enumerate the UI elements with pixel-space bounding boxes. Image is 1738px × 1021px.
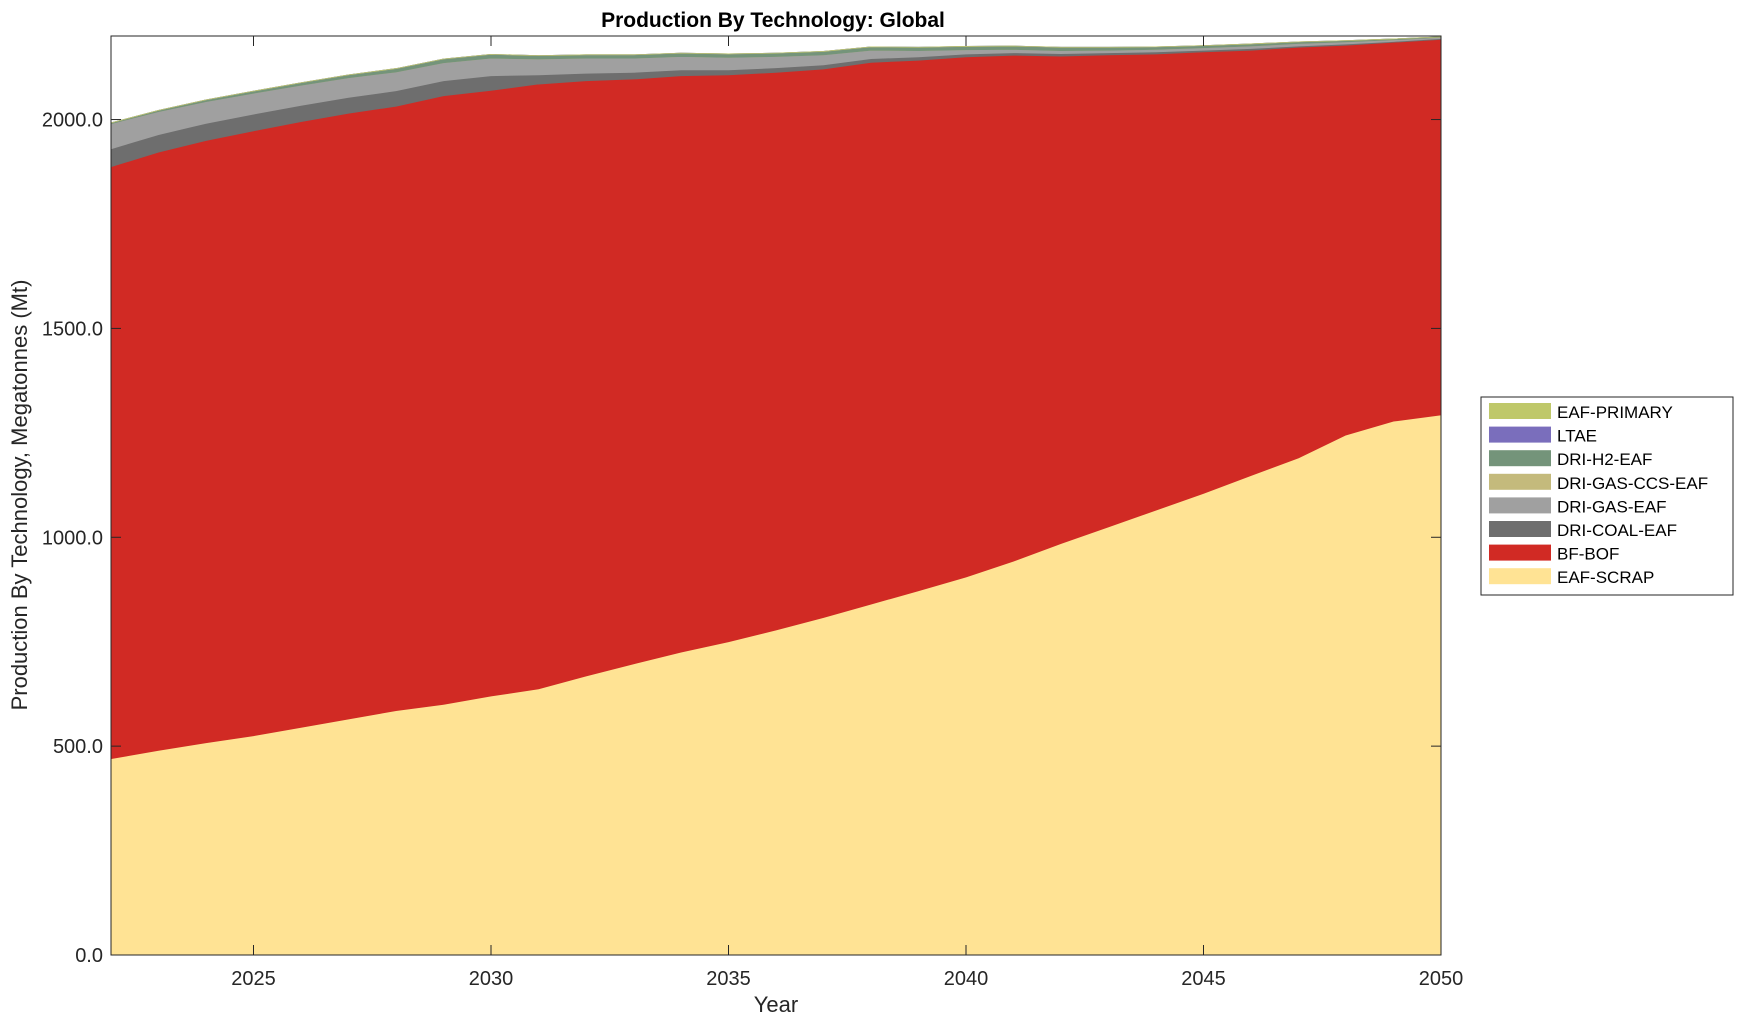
x-axis-title: Year [754,992,798,1017]
legend-swatch-dri-h2-eaf [1489,450,1551,467]
y-tick-label: 1500.0 [42,318,103,340]
legend-label-ltae: LTAE [1557,427,1597,446]
x-tick-label: 2025 [231,968,276,990]
areas-layer [110,36,1442,956]
legend-swatch-dri-gas-ccs-eaf [1489,473,1551,490]
x-tick-label: 2030 [469,968,514,990]
legend-swatch-ltae [1489,426,1551,443]
legend-label-bf-bof: BF-BOF [1557,545,1619,564]
legend-swatch-eaf-scrap [1489,568,1551,585]
legend-label-dri-gas-ccs-eaf: DRI-GAS-CCS-EAF [1557,474,1708,493]
legend-label-eaf-scrap: EAF-SCRAP [1557,568,1654,587]
chart-title: Production By Technology: Global [601,9,945,32]
legend-swatch-bf-bof [1489,544,1551,561]
x-tick-label: 2045 [1181,968,1226,990]
legend: EAF-PRIMARY LTAE DRI-H2-EAF DRI-GAS-CCS-EAF… [1480,396,1734,596]
x-tick-label: 2035 [706,968,751,990]
y-tick-label: 500.0 [53,736,103,758]
x-tick-label: 2040 [944,968,989,990]
plot-frame [110,35,1442,956]
legend-swatch-dri-coal-eaf [1489,521,1551,537]
y-tick-label: 0.0 [75,945,103,967]
legend-items: EAF-PRIMARY LTAE DRI-H2-EAF DRI-GAS-CCS-EAF… [1489,403,1708,587]
y-tick-label: 1000.0 [42,527,103,549]
legend-label-dri-coal-eaf: DRI-COAL-EAF [1557,521,1677,540]
legend-swatch-eaf-primary [1489,403,1551,419]
legend-label-eaf-primary: EAF-PRIMARY [1557,403,1673,422]
x-tick-label: 2050 [1419,968,1464,990]
legend-swatch-dri-gas-eaf [1489,497,1551,514]
y-axis-title: Production By Technology, Megatonnes (Mt… [7,280,32,711]
y-tick-label: 2000.0 [42,110,103,132]
legend-label-dri-h2-eaf: DRI-H2-EAF [1557,450,1652,469]
legend-label-dri-gas-eaf: DRI-GAS-EAF [1557,497,1667,516]
axis-ticks: 2025 2030 2035 2040 2045 2050 0.0 500.0 1000.0 15… [42,36,1463,990]
